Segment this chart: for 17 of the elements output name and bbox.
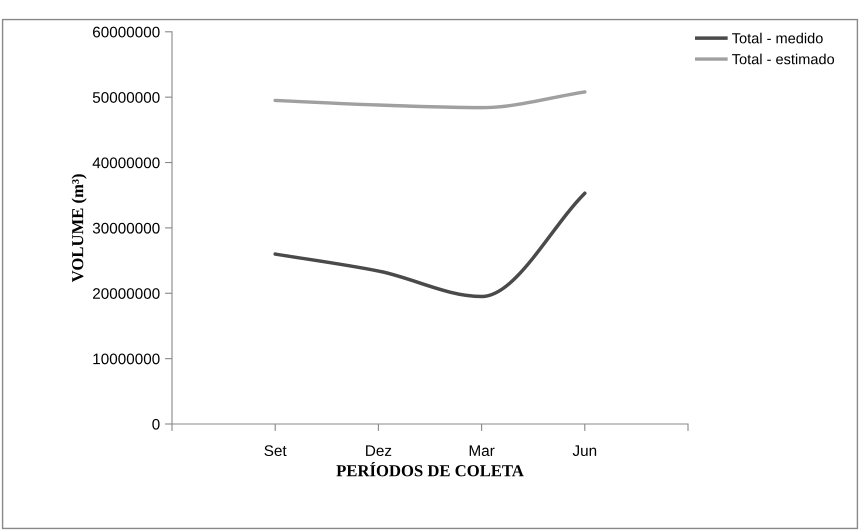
y-tick-label: 20000000	[92, 288, 160, 299]
line-series	[273, 90, 587, 110]
y-axis-title: VOLUME (m³)	[72, 174, 87, 282]
x-tick-label: Set	[264, 445, 287, 456]
y-tick-label: 10000000	[93, 354, 160, 364]
x-axis-title: PERÍODOS DE COLETA	[336, 462, 524, 476]
y-tick-label: 30000000	[92, 222, 160, 234]
y-tick-label: 60000000	[93, 26, 160, 38]
y-tick-label: 50000000	[92, 92, 160, 103]
y-tick-label: 40000000	[92, 157, 160, 168]
x-tick-label: Jun	[572, 445, 596, 456]
x-tick-label: Dez	[366, 445, 392, 456]
legend-label: Total - medido	[732, 32, 823, 44]
line-series	[273, 192, 587, 298]
legend-label: Total - estimado	[732, 54, 834, 64]
x-tick-label: Mar	[470, 445, 495, 456]
y-tick-label: 0	[152, 418, 160, 430]
